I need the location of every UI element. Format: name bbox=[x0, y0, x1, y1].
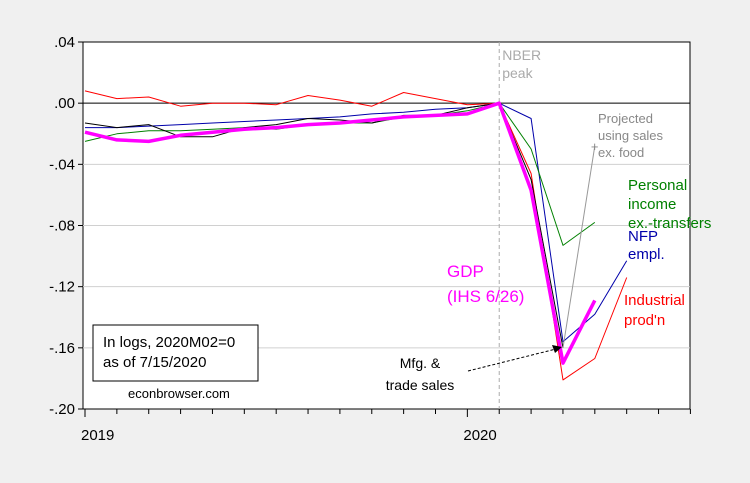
series-line-mfg-trade-sales bbox=[84, 102, 564, 348]
nfp-label: NFP bbox=[628, 228, 658, 245]
gdp-label: (IHS 6/26) bbox=[447, 287, 524, 306]
y-tick-label: .00 bbox=[54, 95, 75, 112]
y-tick-label: -.20 bbox=[49, 401, 75, 418]
series-line-gdp-ihs-6-26- bbox=[84, 101, 597, 365]
personal-income-label: ex.-transfers bbox=[628, 215, 711, 232]
y-tick-label: .04 bbox=[54, 34, 75, 51]
y-tick-label: -.08 bbox=[49, 218, 75, 235]
projected-label: Projected bbox=[598, 111, 653, 126]
x-tick-label: 2019 bbox=[81, 427, 114, 444]
gdp-label: GDP bbox=[447, 262, 484, 281]
y-tick-label: -.04 bbox=[49, 156, 75, 173]
note-text: as of 7/15/2020 bbox=[103, 354, 206, 371]
projected-label: using sales bbox=[598, 128, 664, 143]
nber-label: NBER bbox=[502, 47, 541, 63]
series-line-nfp-empl- bbox=[85, 102, 628, 343]
credit-text: econbrowser.com bbox=[128, 386, 230, 401]
note-text: In logs, 2020M02=0 bbox=[103, 334, 235, 351]
industrial-label: Industrial bbox=[624, 292, 685, 309]
arrowhead-icon bbox=[552, 345, 562, 353]
mfg-label: Mfg. & bbox=[400, 355, 441, 371]
personal-income-label: income bbox=[628, 196, 676, 213]
industrial-label: prod'n bbox=[624, 312, 665, 329]
projected-label: ex. food bbox=[598, 145, 644, 160]
mfg-label: trade sales bbox=[386, 377, 454, 393]
nber-label: peak bbox=[502, 65, 533, 81]
nfp-label: empl. bbox=[628, 246, 665, 263]
y-tick-label: -.12 bbox=[49, 279, 75, 296]
x-tick-label: 2020 bbox=[463, 427, 496, 444]
projected-marker: + bbox=[591, 139, 599, 154]
mfg-arrow bbox=[467, 348, 557, 372]
note-box bbox=[92, 324, 259, 382]
personal-income-label: Personal bbox=[628, 177, 687, 194]
series-line-projected-using-sales-ex-food bbox=[562, 145, 596, 348]
y-tick-label: -.16 bbox=[49, 340, 75, 357]
